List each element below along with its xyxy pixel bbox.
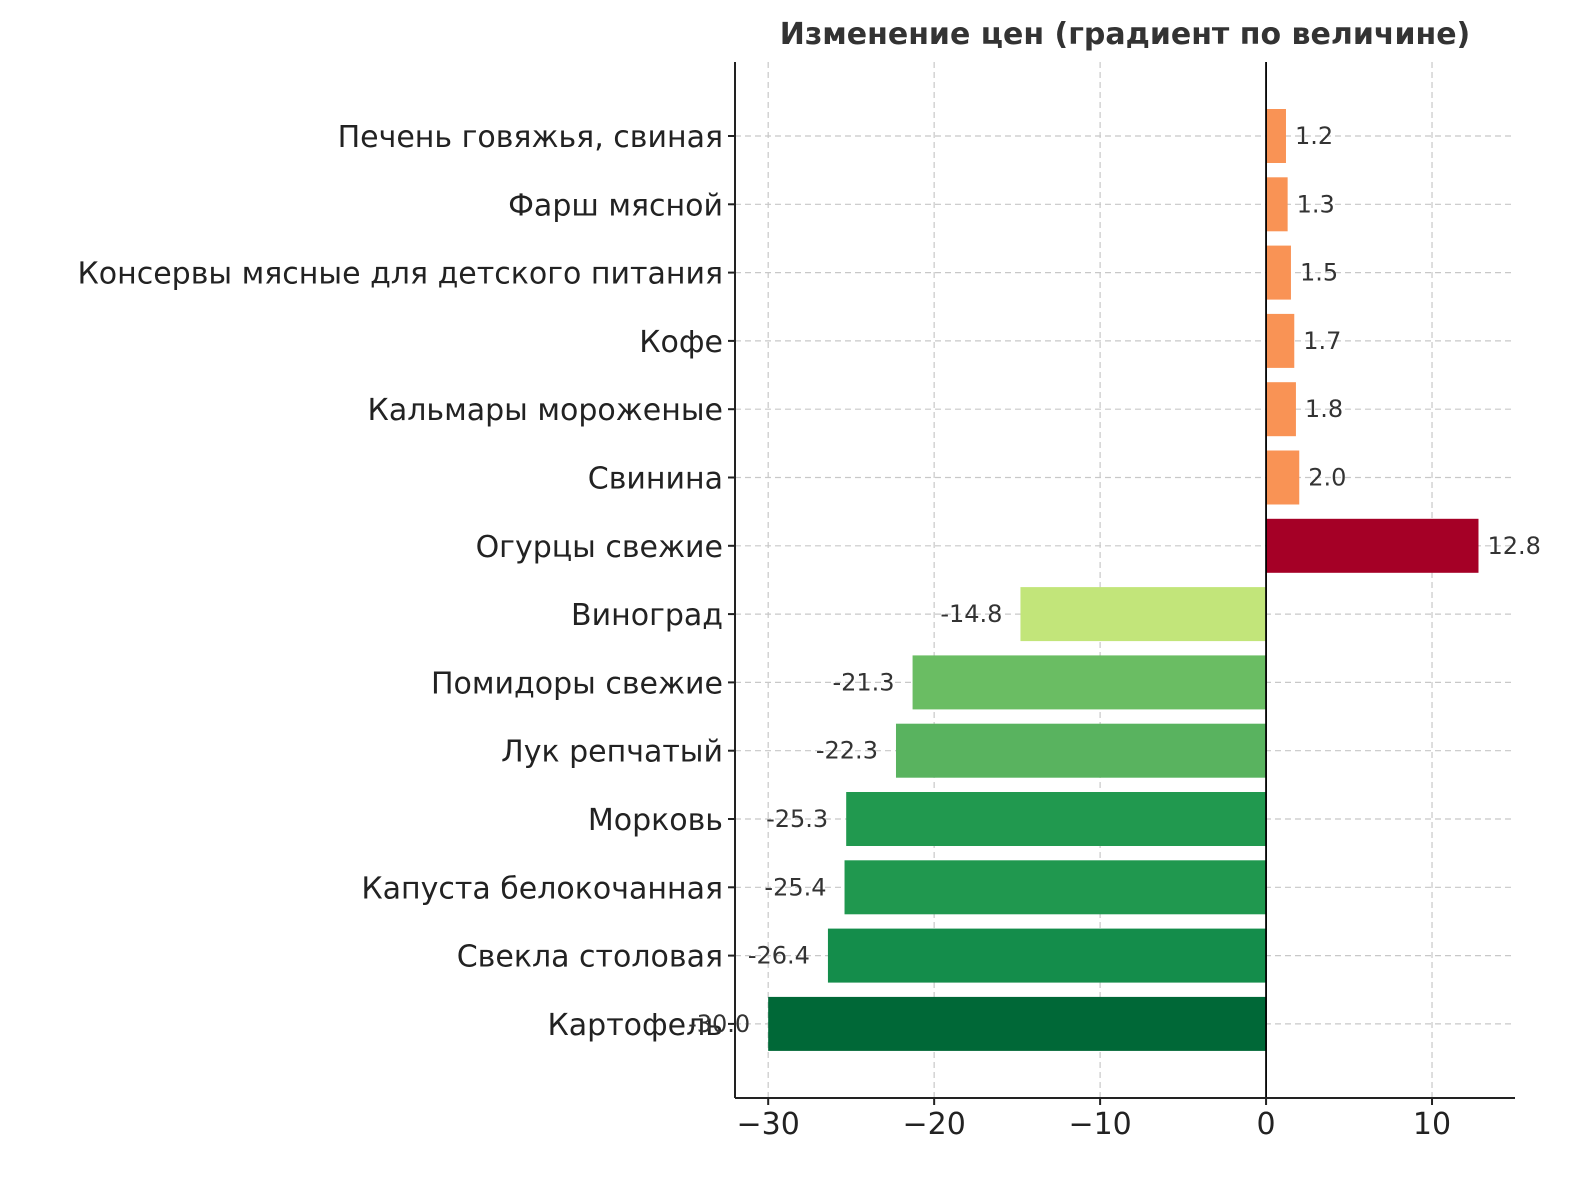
axes: −30 −20 −10 0 10 [728, 62, 1515, 1142]
category-label: Свекла столовая [457, 940, 723, 975]
bar [1266, 450, 1300, 505]
category-label: Морковь [588, 803, 723, 838]
value-label: -26.4 [748, 942, 810, 970]
bars [768, 109, 1479, 1051]
bar [1266, 382, 1296, 437]
category-label: Картофель [547, 1008, 723, 1043]
value-label: 1.5 [1300, 259, 1338, 287]
bar [827, 928, 1267, 983]
bar [1266, 109, 1286, 163]
bar [1266, 518, 1479, 573]
value-label: 1.2 [1295, 122, 1333, 150]
value-label: 12.8 [1487, 532, 1540, 560]
value-label: 1.7 [1303, 327, 1341, 355]
value-label: -25.3 [766, 805, 828, 833]
category-label: Виноград [571, 598, 723, 633]
x-tick-label: −30 [737, 1107, 800, 1142]
value-label: -21.3 [832, 668, 894, 696]
bar [912, 655, 1267, 710]
category-label: Лук репчатый [501, 735, 723, 770]
chart-title: Изменение цен (градиент по величине) [780, 17, 1471, 52]
category-label: Кальмары мороженые [368, 393, 723, 428]
bar [895, 723, 1267, 778]
category-label: Печень говяжья, свиная [338, 120, 723, 155]
category-label: Фарш мясной [508, 188, 723, 223]
value-label: -14.8 [940, 600, 1002, 628]
bar [846, 792, 1267, 846]
category-label: Капуста белокочанная [361, 871, 723, 906]
x-tick-label: 0 [1257, 1107, 1276, 1142]
bar [1020, 587, 1267, 642]
value-label: -25.4 [764, 873, 826, 901]
value-label: -30.0 [688, 1010, 750, 1038]
bar [1266, 177, 1288, 232]
bar [768, 996, 1267, 1051]
category-label: Консервы мясные для детского питания [77, 257, 723, 292]
bar [1266, 313, 1295, 368]
labels: Печень говяжья, свиная Фарш мясной Консерв… [77, 120, 1540, 1043]
value-label: 2.0 [1308, 464, 1346, 492]
value-label: 1.3 [1297, 190, 1335, 218]
category-label: Помидоры свежие [431, 666, 723, 701]
x-tick-label: −20 [902, 1107, 965, 1142]
x-tick-label: −10 [1068, 1107, 1131, 1142]
bar [1266, 245, 1291, 300]
category-label: Кофе [639, 325, 723, 360]
category-label: Свинина [588, 462, 723, 497]
bar [844, 860, 1267, 915]
value-label: 1.8 [1305, 395, 1343, 423]
value-label: -22.3 [816, 737, 878, 765]
x-tick-label: 10 [1413, 1107, 1451, 1142]
category-label: Огурцы свежие [476, 530, 723, 565]
